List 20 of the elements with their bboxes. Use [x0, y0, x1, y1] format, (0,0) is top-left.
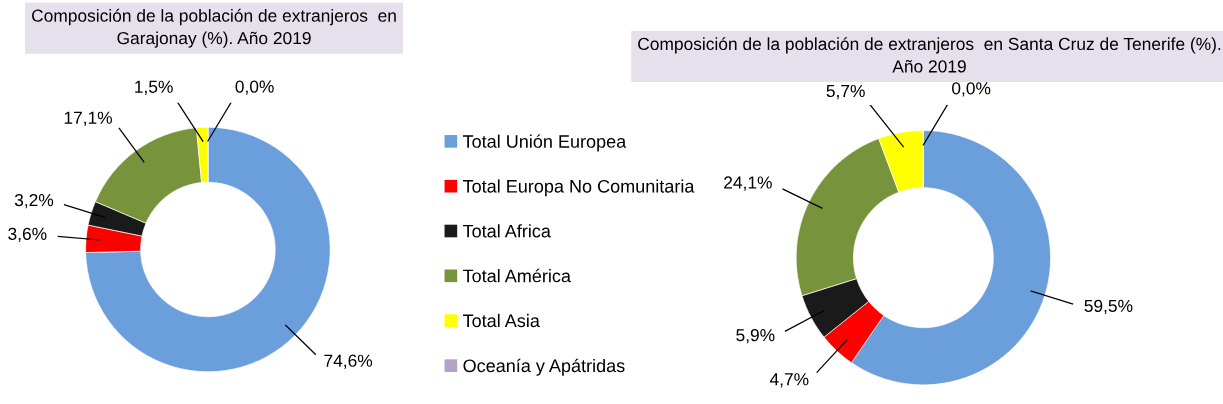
legend-label: Total Africa: [463, 224, 551, 238]
text: 0,0%: [235, 80, 274, 95]
legend-label: Total Asia: [463, 313, 540, 328]
chart-title: Composición de la población de extranjeros en Garajonay (%). Año 2019: [32, 8, 396, 48]
chart-title: Composición de la población de extranjeros en Santa Cruz de Tenerife (%). Año 2019: [638, 37, 1221, 73]
data-label: 74,6%: [324, 354, 373, 369]
legend-label: Oceanía y Apátridas: [463, 358, 625, 376]
data-label: 59,5%: [1084, 299, 1133, 315]
data-label: 5,7%: [826, 84, 865, 100]
legend-label: Total Unión Europea: [463, 134, 627, 152]
data-label: 1,5%: [135, 80, 173, 95]
data-label: 17,1%: [64, 111, 112, 126]
data-label: 5,9%: [736, 328, 775, 344]
legend-label: Total Europa No Comunitaria: [463, 179, 695, 197]
data-label: 4,7%: [769, 373, 809, 388]
data-label: 24,1%: [724, 176, 772, 191]
text: 0,0%: [952, 82, 991, 97]
data-label: 3,6%: [8, 227, 47, 243]
data-label: 3,2%: [14, 193, 54, 209]
legend-label: Total América: [463, 268, 571, 283]
